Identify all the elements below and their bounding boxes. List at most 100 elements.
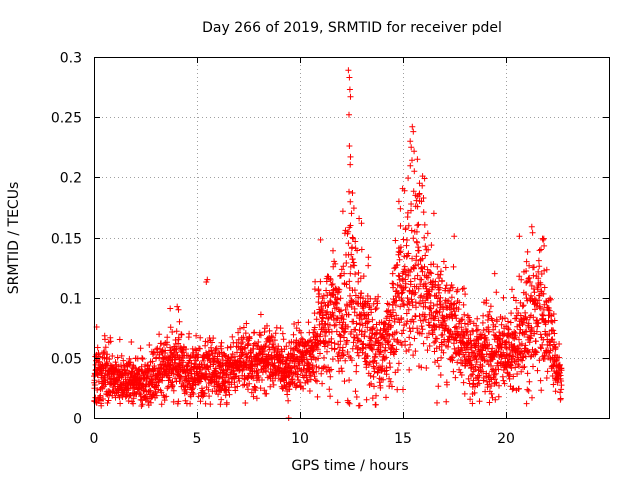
data-point [324,342,331,349]
data-point [147,399,154,406]
data-point [536,297,543,304]
data-point [513,305,520,312]
data-point [347,222,354,229]
data-point [474,326,481,333]
data-point [459,286,466,292]
data-point [345,311,352,318]
data-point [372,306,379,313]
data-point [520,302,527,309]
data-point [498,321,505,328]
data-point [523,279,530,286]
data-point [434,263,441,270]
data-point [232,387,239,394]
data-point [389,270,396,277]
data-point [332,260,339,267]
data-point [404,209,411,216]
data-point [471,389,478,396]
data-point [461,320,468,327]
data-point [551,330,558,337]
data-point [391,351,397,358]
data-point [149,358,156,365]
data-point [341,270,348,277]
data-point [434,335,440,342]
data-point [305,319,312,326]
data-point [534,317,541,324]
data-point [467,396,474,403]
data-point [425,274,431,281]
data-point [546,331,553,337]
data-point [500,294,507,301]
data-point [412,262,419,269]
data-point [512,364,519,371]
data-point [493,289,500,296]
data-point [351,262,358,269]
data-point [493,370,499,377]
data-point [404,295,411,301]
data-point [467,318,474,325]
data-point [337,338,344,345]
data-point [457,333,464,340]
data-point [393,312,400,319]
x-tick-label: 10 [291,431,309,447]
data-point [321,354,327,361]
data-point [535,268,542,275]
data-point [489,345,496,352]
data-point [469,371,476,378]
data-point [558,382,565,389]
data-point [480,327,487,334]
data-point [130,395,137,402]
data-point [476,398,483,405]
data-point [272,330,279,337]
data-point [414,239,421,246]
data-point [416,180,423,187]
data-point [388,322,394,329]
data-point [246,335,253,342]
data-point [527,279,534,285]
data-point [483,337,490,343]
data-point [421,234,428,241]
data-point [413,304,419,311]
data-point [432,278,439,285]
data-point [535,257,542,264]
data-point [466,357,473,364]
data-point [534,286,541,293]
data-point [525,275,532,282]
data-point [329,281,336,287]
data-point [236,378,243,384]
data-point [418,330,425,337]
data-point [370,324,377,331]
data-point [353,368,360,375]
data-point [529,394,535,401]
data-point [428,242,435,249]
data-point [500,349,507,356]
data-point [312,377,319,384]
data-point [291,321,298,327]
data-point [98,369,105,376]
data-point [366,359,373,366]
data-point [418,323,425,330]
data-point [472,366,479,373]
data-point [436,284,443,291]
data-point [209,339,215,346]
data-point [279,330,286,337]
data-point [394,386,401,393]
data-point [405,306,412,313]
data-point [420,209,427,216]
data-point [396,276,403,283]
data-point [196,377,203,384]
data-point [242,400,249,406]
data-point [532,338,539,345]
data-point [271,337,278,344]
data-point [193,357,200,364]
data-point [439,277,446,284]
data-point [227,344,234,351]
data-point [315,355,322,362]
data-point [403,310,410,317]
data-point [361,333,368,340]
data-point [340,351,347,358]
data-point [243,320,250,327]
data-point [415,221,422,228]
data-point [536,263,543,270]
data-point [266,327,273,334]
data-point [507,362,514,368]
